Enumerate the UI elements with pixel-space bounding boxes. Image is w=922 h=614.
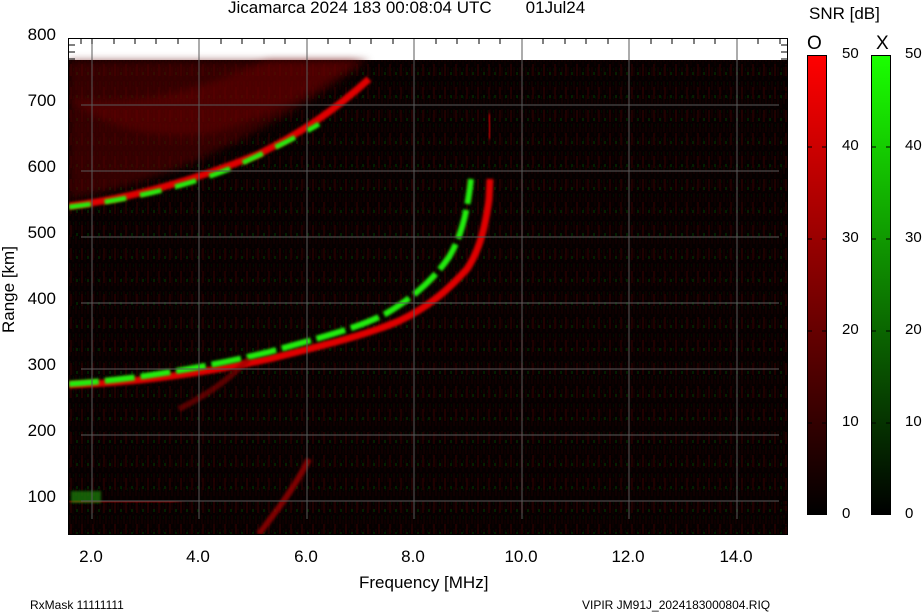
xtick-2: 2.0	[79, 547, 103, 566]
x-tick-30: 30	[905, 229, 922, 246]
o-tick-50: 50	[842, 45, 859, 62]
ytick-400: 400	[27, 289, 56, 308]
xtick-6: 6.0	[294, 547, 318, 566]
xtick-14: 14.0	[719, 547, 753, 566]
x-mode-label: X	[876, 33, 889, 54]
xtick-8: 8.0	[401, 547, 425, 566]
x-mode-colorbar	[871, 55, 891, 515]
ytick-200: 200	[27, 421, 56, 440]
title-date: 01Jul24	[525, 0, 586, 17]
ytick-500: 500	[27, 223, 56, 242]
chart-title: Jicamarca 2024 183 00:08:04 UTC 01Jul24	[228, 0, 585, 18]
y-axis-label: Range [km]	[0, 246, 18, 333]
xtick-4: 4.0	[186, 547, 210, 566]
title-text: Jicamarca 2024 183 00:08:04 UTC	[228, 0, 492, 17]
o-tick-20: 20	[842, 321, 859, 338]
ytick-300: 300	[27, 355, 56, 374]
x-axis-label: Frequency [MHz]	[359, 573, 489, 592]
o-tick-40: 40	[842, 137, 859, 154]
o-mode-label: O	[807, 33, 822, 54]
o-tick-30: 30	[842, 229, 859, 246]
ytick-800: 800	[27, 25, 56, 44]
ionogram-plot[interactable]	[68, 38, 788, 536]
ytick-700: 700	[27, 91, 56, 110]
file-name-label: VIPIR JM91J_2024183000804.RIQ	[582, 598, 771, 612]
xtick-12: 12.0	[611, 547, 645, 566]
rx-mask-label: RxMask 11111111	[30, 598, 124, 612]
o-mode-colorbar	[807, 55, 827, 515]
ionogram-heatmap	[68, 39, 787, 536]
x-tick-0: 0	[905, 505, 914, 522]
x-tick-50: 50	[905, 45, 922, 62]
x-tick-20: 20	[905, 321, 922, 338]
ytick-600: 600	[27, 157, 56, 176]
o-tick-10: 10	[842, 413, 859, 430]
x-tick-10: 10	[905, 413, 922, 430]
ytick-100: 100	[27, 487, 56, 506]
x-tick-40: 40	[905, 137, 922, 154]
xtick-10: 10.0	[504, 547, 538, 566]
colorbar-title: SNR [dB]	[809, 4, 880, 23]
o-tick-0: 0	[842, 505, 851, 522]
